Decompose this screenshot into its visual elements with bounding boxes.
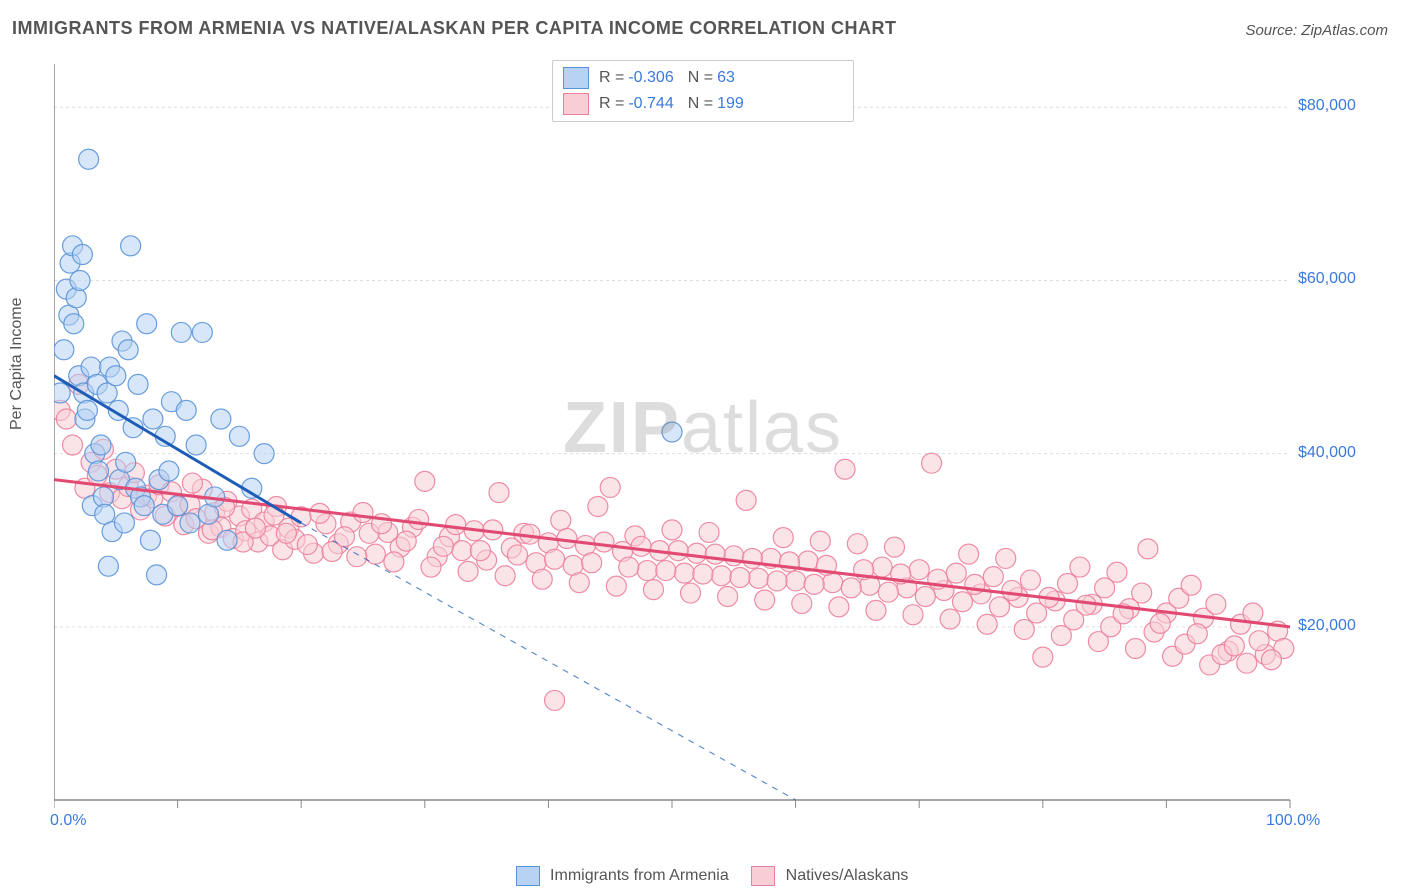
source-attribution: Source: ZipAtlas.com [1245, 22, 1388, 39]
legend-swatch-series1 [516, 866, 540, 886]
x-tick-label-left: 0.0% [50, 812, 86, 830]
chart-container: IMMIGRANTS FROM ARMENIA VS NATIVE/ALASKA… [0, 0, 1406, 892]
y-tick-label: $80,000 [1298, 97, 1356, 115]
legend-bottom: Immigrants from Armenia Natives/Alaskans [0, 866, 1406, 886]
legend-label-series1: Immigrants from Armenia [550, 867, 729, 884]
x-tick-label-right: 100.0% [1266, 812, 1320, 830]
stats-label-n: N = [688, 69, 713, 87]
plot-area [54, 60, 1380, 820]
scatter-plot-svg [54, 60, 1380, 820]
stats-label-r: R = [599, 69, 624, 87]
legend-swatch-series2 [751, 866, 775, 886]
correlation-stats-box: R = -0.306 N = 63 R = -0.744 N = 199 [552, 60, 854, 122]
stats-row-series1: R = -0.306 N = 63 [553, 65, 853, 91]
legend-label-series2: Natives/Alaskans [786, 867, 909, 884]
y-tick-label: $60,000 [1298, 270, 1356, 288]
stats-label-r: R = [599, 95, 624, 113]
series2-r-value: -0.744 [628, 95, 673, 113]
chart-title: IMMIGRANTS FROM ARMENIA VS NATIVE/ALASKA… [12, 18, 896, 39]
stats-row-series2: R = -0.744 N = 199 [553, 91, 853, 117]
y-tick-label: $40,000 [1298, 444, 1356, 462]
series2-n-value: 199 [717, 95, 744, 113]
series1-n-value: 63 [717, 69, 735, 87]
stats-label-n: N = [688, 95, 713, 113]
series2-swatch [563, 93, 589, 115]
series1-r-value: -0.306 [628, 69, 673, 87]
series1-swatch [563, 67, 589, 89]
y-axis-label: Per Capita Income [8, 297, 26, 430]
y-tick-label: $20,000 [1298, 617, 1356, 635]
